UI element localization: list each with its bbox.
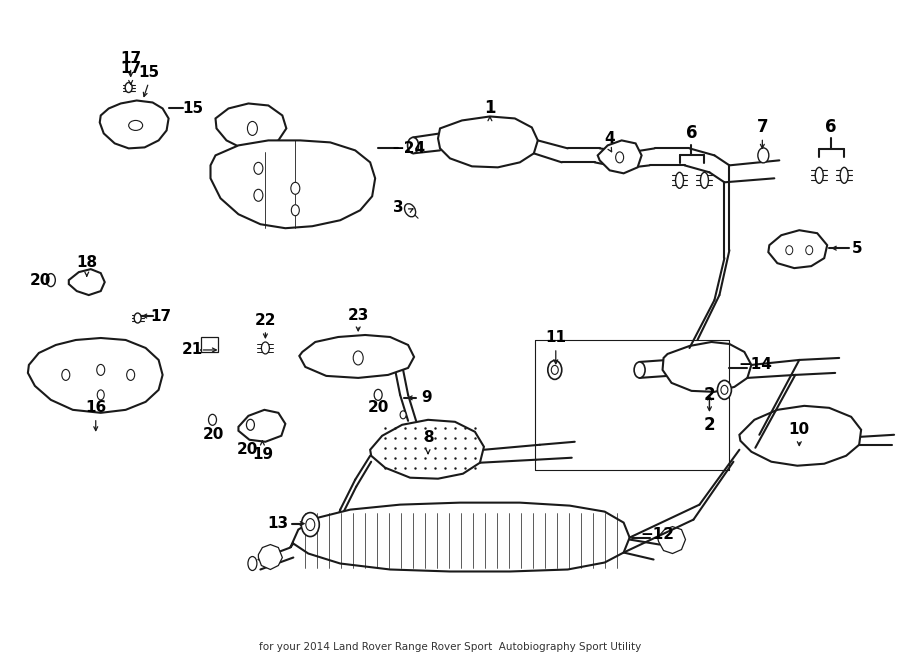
Polygon shape <box>300 335 414 378</box>
Text: 3: 3 <box>392 200 403 215</box>
Ellipse shape <box>408 137 418 153</box>
Ellipse shape <box>815 167 824 183</box>
Text: 17: 17 <box>120 61 141 76</box>
Text: for your 2014 Land Rover Range Rover Sport  Autobiography Sport Utility: for your 2014 Land Rover Range Rover Spo… <box>259 642 641 652</box>
Text: 20: 20 <box>31 272 51 288</box>
Polygon shape <box>100 100 168 148</box>
Ellipse shape <box>129 120 142 130</box>
Text: 6: 6 <box>686 124 698 142</box>
Polygon shape <box>370 420 484 479</box>
Ellipse shape <box>548 360 562 379</box>
Text: 5: 5 <box>851 241 862 256</box>
Ellipse shape <box>806 246 813 254</box>
Text: 10: 10 <box>788 422 810 438</box>
Text: 8: 8 <box>423 430 434 446</box>
Polygon shape <box>215 104 286 148</box>
Polygon shape <box>258 545 283 570</box>
Polygon shape <box>662 342 752 392</box>
Ellipse shape <box>552 366 558 374</box>
Polygon shape <box>68 269 104 295</box>
Text: 23: 23 <box>347 307 369 323</box>
Text: 9: 9 <box>422 391 432 405</box>
Text: 19: 19 <box>252 447 273 462</box>
Ellipse shape <box>46 274 55 287</box>
Text: 21: 21 <box>182 342 203 358</box>
Ellipse shape <box>248 122 257 136</box>
Ellipse shape <box>62 369 70 380</box>
Polygon shape <box>238 410 285 442</box>
Ellipse shape <box>721 385 728 395</box>
Ellipse shape <box>292 205 300 215</box>
FancyBboxPatch shape <box>201 337 219 352</box>
Text: 15: 15 <box>182 101 203 116</box>
Text: 20: 20 <box>367 401 389 415</box>
Ellipse shape <box>758 148 769 163</box>
Text: 4: 4 <box>605 131 615 146</box>
Polygon shape <box>658 527 686 553</box>
Ellipse shape <box>841 167 848 183</box>
Polygon shape <box>740 406 861 466</box>
Polygon shape <box>769 230 827 268</box>
Text: 13: 13 <box>268 516 289 531</box>
Ellipse shape <box>248 557 256 570</box>
Text: 2: 2 <box>704 416 716 434</box>
Ellipse shape <box>400 411 406 419</box>
Text: 17: 17 <box>150 309 171 323</box>
Ellipse shape <box>717 380 732 399</box>
Ellipse shape <box>306 519 315 531</box>
Text: 20: 20 <box>237 442 258 457</box>
Ellipse shape <box>261 342 269 354</box>
Text: 22: 22 <box>255 313 276 327</box>
Ellipse shape <box>254 189 263 201</box>
Text: 16: 16 <box>86 401 106 415</box>
Polygon shape <box>28 338 163 413</box>
Ellipse shape <box>404 204 416 217</box>
Text: −14: −14 <box>738 358 772 372</box>
Ellipse shape <box>374 389 382 401</box>
Polygon shape <box>211 140 375 228</box>
Ellipse shape <box>96 364 104 375</box>
Ellipse shape <box>676 173 683 188</box>
Ellipse shape <box>134 313 141 323</box>
Ellipse shape <box>125 83 132 93</box>
Ellipse shape <box>291 182 300 194</box>
Polygon shape <box>598 140 642 173</box>
Text: −24: −24 <box>391 141 425 156</box>
Text: 7: 7 <box>757 118 769 136</box>
Polygon shape <box>438 116 538 167</box>
Ellipse shape <box>209 414 217 425</box>
Text: 6: 6 <box>825 118 837 136</box>
Text: 15: 15 <box>138 65 159 80</box>
Ellipse shape <box>254 163 263 175</box>
Text: 11: 11 <box>545 330 566 346</box>
Ellipse shape <box>127 369 135 380</box>
Text: 2: 2 <box>704 386 716 404</box>
Ellipse shape <box>616 152 624 163</box>
Ellipse shape <box>700 173 708 188</box>
Ellipse shape <box>302 513 319 537</box>
Text: 20: 20 <box>202 427 224 442</box>
Ellipse shape <box>786 246 793 254</box>
Text: 1: 1 <box>484 99 496 118</box>
Polygon shape <box>291 502 630 572</box>
Ellipse shape <box>97 390 104 400</box>
Ellipse shape <box>634 362 645 378</box>
Text: 18: 18 <box>76 254 97 270</box>
Text: −12: −12 <box>641 527 675 542</box>
Ellipse shape <box>353 351 364 365</box>
Text: 17: 17 <box>120 51 141 66</box>
Ellipse shape <box>247 419 255 430</box>
